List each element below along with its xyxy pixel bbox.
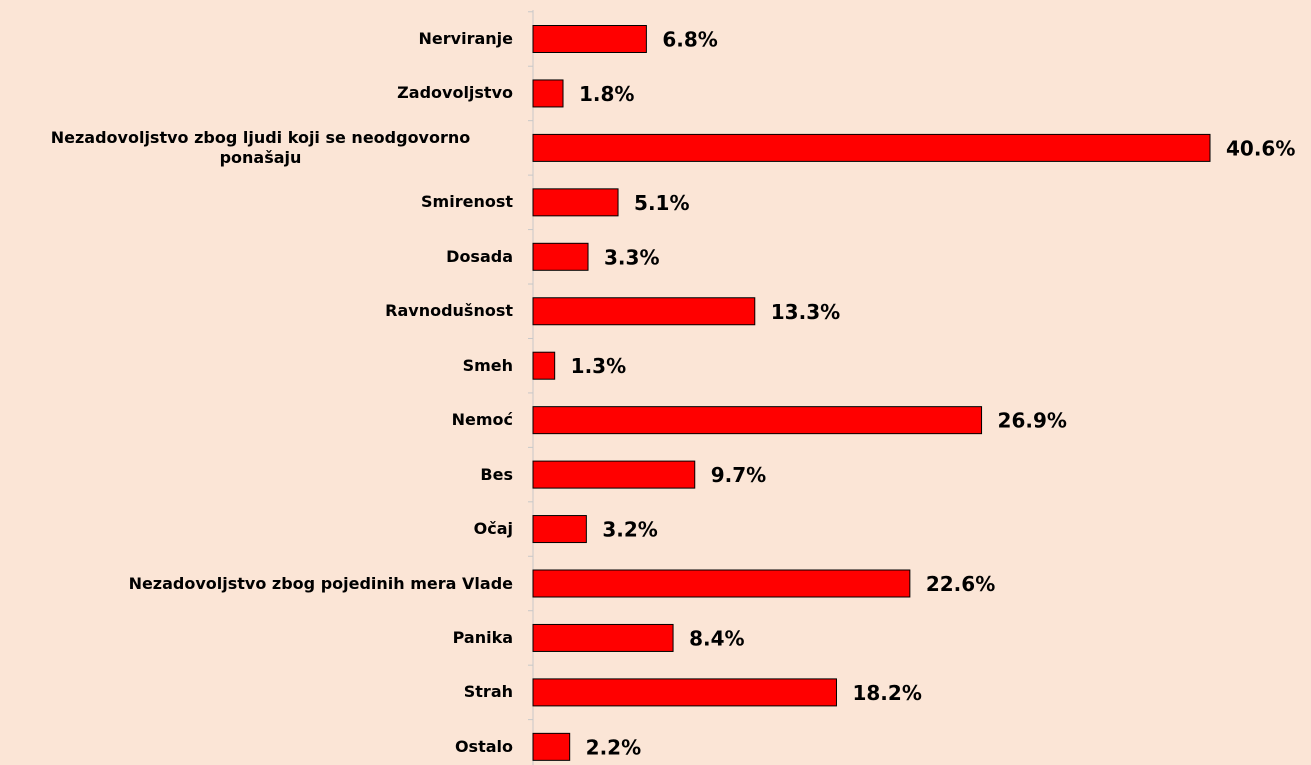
bar: [532, 515, 587, 544]
bar: [532, 623, 674, 652]
bar: [532, 188, 619, 217]
value-label: 22.6%: [926, 572, 995, 596]
value-label: 9.7%: [711, 463, 766, 487]
bar: [532, 678, 837, 707]
value-label: 13.3%: [771, 300, 840, 324]
category-label: Ostalo: [454, 736, 513, 756]
category-label: Smirenost: [421, 192, 513, 212]
category-label: Strah: [463, 682, 513, 702]
category-label: Nerviranje: [418, 29, 513, 48]
category-label: Dosada: [446, 246, 513, 266]
bar: [532, 25, 647, 53]
category-label: Nezadovoljstvo zbog ljudi koji se neodgo…: [50, 127, 471, 167]
bar: [532, 569, 911, 598]
category-label: Panika: [452, 627, 513, 647]
value-label: 8.4%: [689, 626, 744, 650]
value-label: 26.9%: [998, 409, 1067, 433]
category-label: Ravnodušnost: [385, 301, 513, 321]
value-label: 6.8%: [662, 28, 717, 52]
value-label: 40.6%: [1226, 136, 1295, 160]
value-label: 3.3%: [604, 245, 659, 269]
value-label: 1.8%: [579, 82, 634, 106]
bar: [532, 79, 564, 108]
bar: [532, 297, 756, 326]
category-label: Očaj: [473, 519, 513, 539]
value-label: 18.2%: [852, 681, 921, 705]
category-label: Zadovoljstvo: [397, 83, 513, 103]
value-label: 2.2%: [586, 735, 641, 759]
bar: [532, 406, 983, 435]
category-label: Nezadovoljstvo zbog pojedinih mera Vlade: [128, 573, 513, 593]
category-label: Smeh: [462, 355, 513, 375]
bar: [532, 732, 571, 761]
bar: [532, 242, 589, 271]
bar: [532, 351, 556, 380]
value-label: 3.2%: [602, 518, 657, 542]
bar: [532, 133, 1211, 162]
category-label: Bes: [480, 464, 513, 484]
category-label: Nemoć: [451, 410, 513, 430]
value-label: 1.3%: [571, 354, 626, 378]
value-label: 5.1%: [634, 191, 689, 215]
bar: [532, 460, 696, 489]
